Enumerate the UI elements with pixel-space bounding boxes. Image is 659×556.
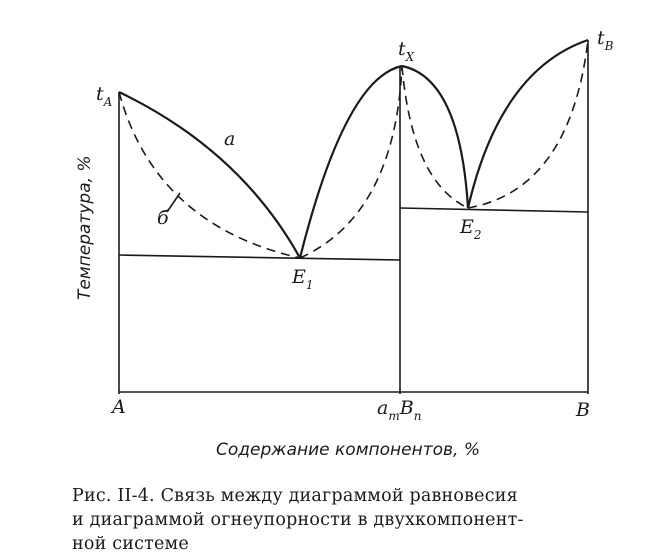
label-tA: tA [96, 83, 113, 109]
y-axis-title: Температура, % [75, 155, 95, 300]
liquidus-curve-a [118, 91, 301, 259]
liquidus-curve-tx-e2 [401, 64, 470, 209]
label-tX: tX [398, 38, 415, 64]
tick-label-AmBn: amBn [377, 397, 421, 423]
curve-label-b: б [157, 207, 169, 229]
label-E2: E2 [459, 216, 482, 242]
dashed-curve-e2-tb [467, 39, 589, 209]
caption-line-2: и диаграммой огнеупорности в двухкомпоне… [72, 510, 524, 530]
x-axis-title: Содержание компонентов, % [216, 440, 480, 460]
eutectic-line-2 [399, 207, 589, 213]
label-tB: tB [597, 27, 614, 53]
eutectic-line-1 [118, 254, 401, 261]
figure-caption: Рис. II-4. Связь между диаграммой равнов… [72, 484, 632, 556]
liquidus-curve-e2-tb [466, 38, 589, 209]
label-E1: E1 [291, 266, 314, 292]
tick-label-A: A [110, 396, 126, 418]
dashed-curve-e1-tx [299, 65, 403, 259]
curve-label-a: a [224, 128, 235, 150]
caption-line-1: Рис. II-4. Связь между диаграммой равнов… [72, 486, 518, 506]
dashed-curve-tx-e2 [401, 65, 469, 209]
tick-label-B: B [575, 399, 590, 421]
caption-line-3: ной системе [72, 534, 189, 554]
dashed-curve-b [118, 91, 301, 259]
curve-label-b-leader [166, 192, 181, 213]
liquidus-curve-e1-tx [298, 64, 403, 259]
